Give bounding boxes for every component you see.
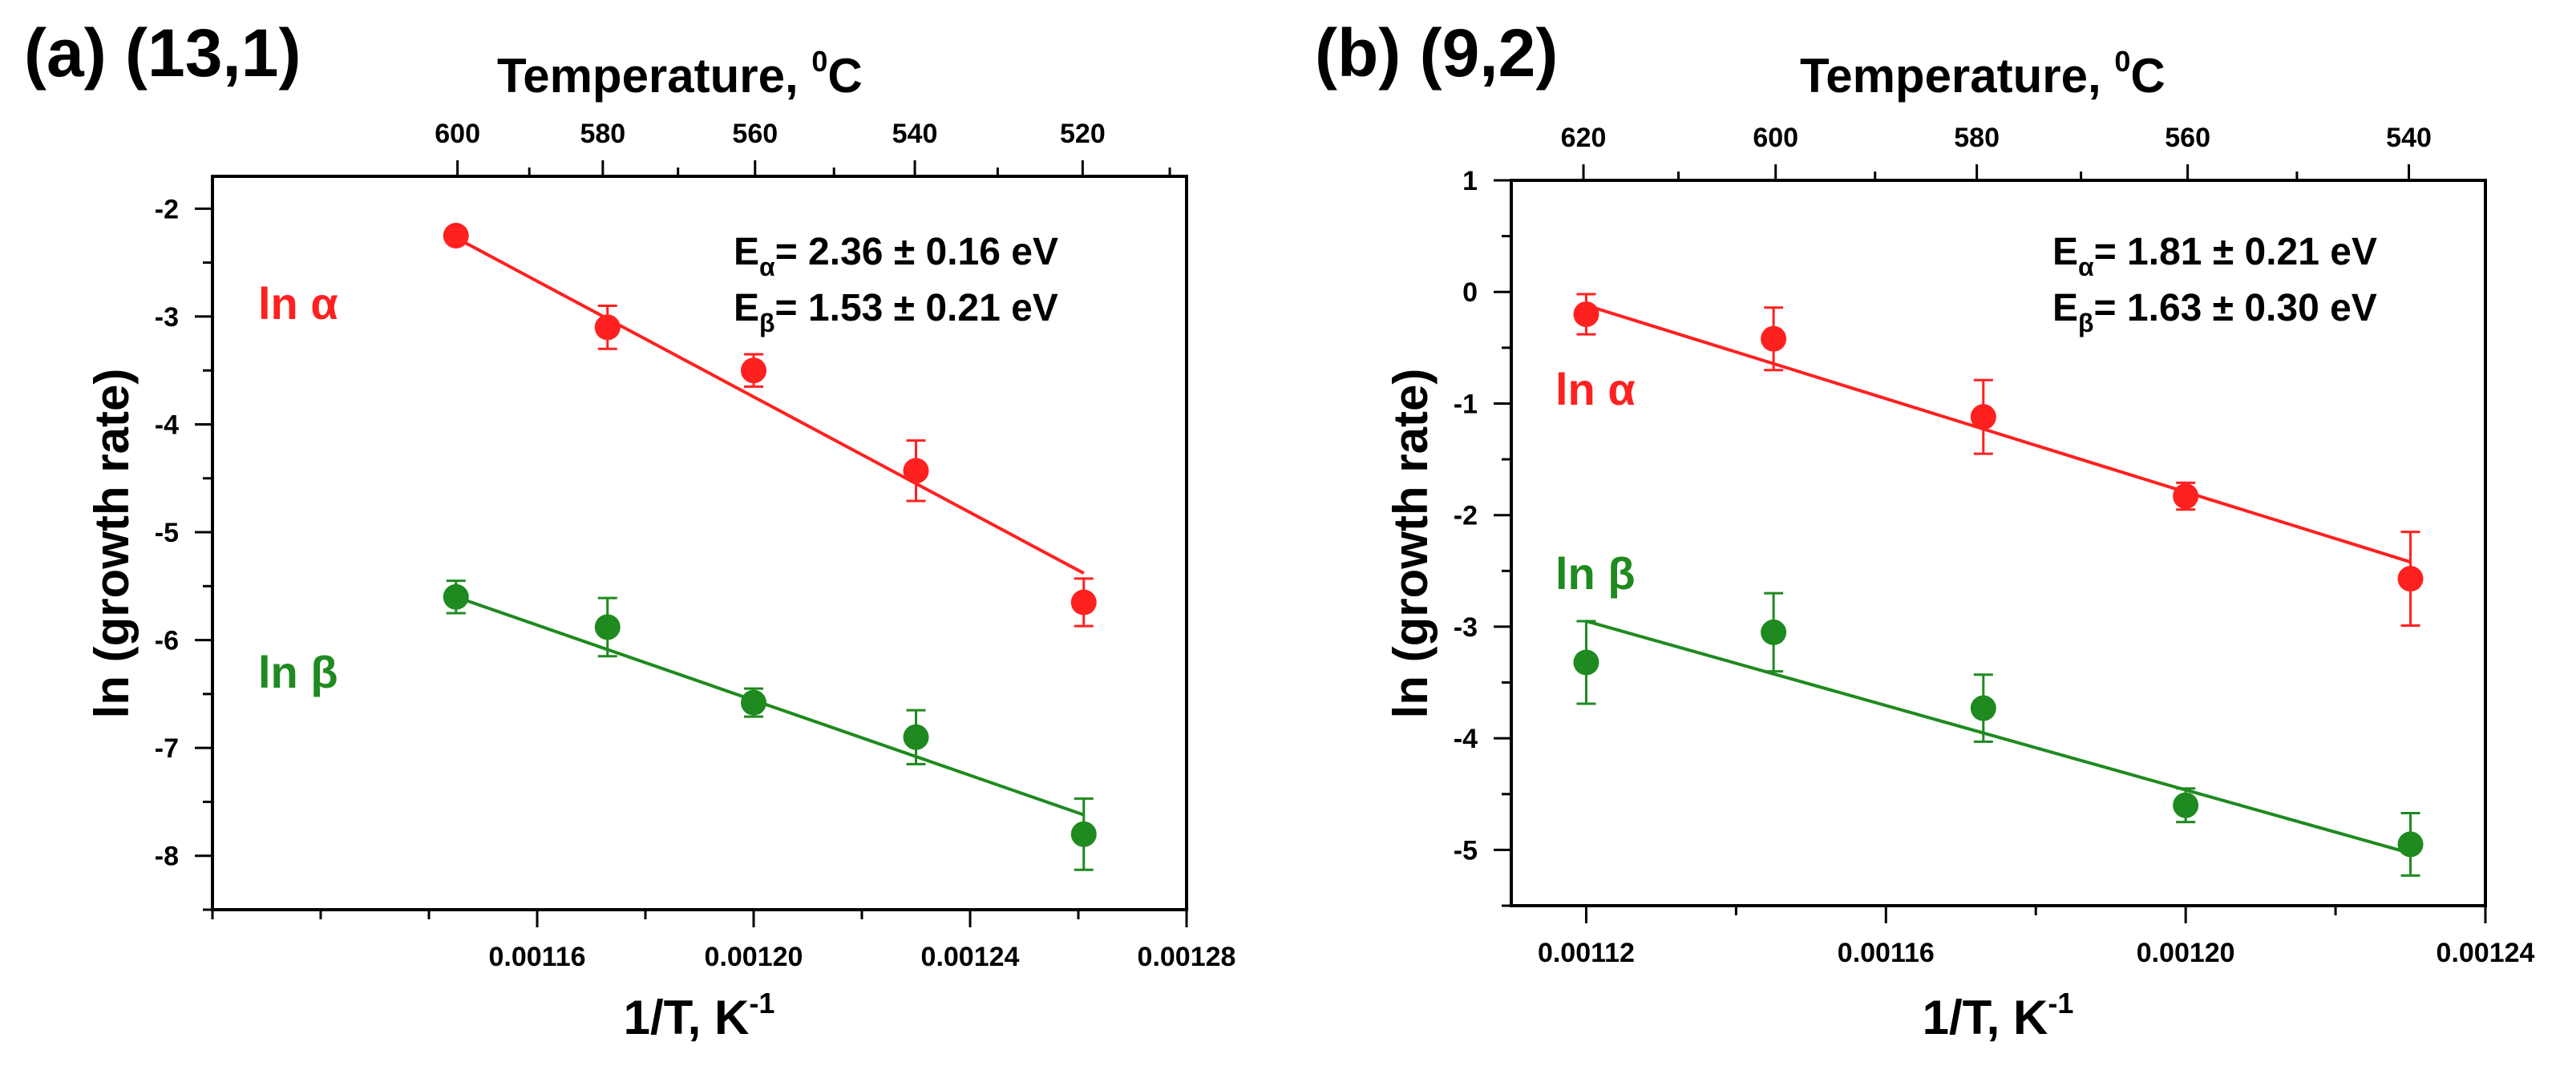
top-tick-label: 580 — [1954, 123, 2000, 153]
y-tick-label: -5 — [1454, 835, 1478, 866]
panel-a-y-axis-label: ln (growth rate) — [85, 369, 139, 719]
top-tick-label: 560 — [2165, 123, 2210, 153]
data-point-beta — [741, 689, 766, 716]
data-point-beta — [443, 583, 469, 610]
panel-b-label: (b) (9,2) — [1315, 15, 1558, 91]
data-point-alpha — [903, 458, 929, 484]
panel-b-energy-alpha: Eα= 1.81 ± 0.21 eV — [2052, 231, 2377, 281]
panel-a-top-axis-title: Temperature, 0C — [497, 45, 863, 103]
top-tick-label: 600 — [435, 119, 480, 149]
x-tick-label: 0.00120 — [2137, 938, 2235, 968]
top-tick-label: 580 — [580, 119, 625, 149]
x-tick-label: 0.00116 — [488, 942, 585, 972]
x-tick-label: 0.00124 — [2436, 938, 2535, 968]
data-point-beta — [1070, 821, 1097, 847]
data-point-alpha — [1970, 404, 1996, 430]
y-tick-label: 1 — [1462, 166, 1478, 196]
x-tick-label: 0.00116 — [1838, 938, 1935, 968]
y-tick-label: -1 — [1454, 389, 1478, 419]
data-point-alpha — [443, 223, 469, 249]
data-point-alpha — [1761, 325, 1787, 352]
panel-a-plot-frame — [211, 175, 1188, 911]
panel-a-x-ticks: 0.00116 0.00120 0.00124 0.00128 — [211, 910, 1236, 972]
y-tick-label: -8 — [155, 842, 179, 872]
x-tick-label: 0.00112 — [1538, 938, 1635, 968]
data-point-beta — [594, 614, 621, 640]
data-point-alpha — [741, 357, 766, 384]
panel-a-energy-beta: Eβ= 1.53 ± 0.21 eV — [734, 287, 1058, 337]
data-point-beta — [903, 724, 929, 750]
data-point-beta — [2397, 831, 2424, 858]
top-tick-label: 520 — [1060, 119, 1106, 149]
panel-b-fit-lines — [1585, 304, 2412, 855]
fit-line-beta — [455, 595, 1085, 817]
data-point-beta — [1761, 619, 1787, 645]
data-point-alpha — [594, 314, 621, 341]
fit-line-alpha — [1585, 304, 2412, 564]
top-tick-label: 540 — [892, 119, 938, 149]
data-point-alpha — [2173, 483, 2199, 510]
panel-b-series-label-alpha: ln α — [1555, 364, 1636, 414]
panel-a-series-label-beta: ln β — [258, 647, 338, 697]
panel-b: (b) (9,2) Temperature, 0C 620 600 580 560 54… — [1315, 15, 2535, 1044]
y-tick-label: -3 — [1454, 612, 1478, 643]
top-tick-label: 540 — [2386, 123, 2432, 153]
y-tick-label: -6 — [155, 626, 179, 656]
panel-b-y-ticks: 1 0 -1 -2 -3 -4 -5 — [1454, 166, 1511, 907]
panel-a-data-points — [443, 223, 1097, 871]
data-point-beta — [2173, 792, 2199, 818]
y-tick-label: 0 — [1462, 277, 1478, 308]
panel-a-y-ticks: -2 -3 -4 -5 -6 -7 -8 — [155, 194, 212, 911]
y-tick-label: -4 — [155, 410, 179, 440]
top-tick-label: 620 — [1561, 123, 1607, 153]
x-tick-label: 0.00128 — [1138, 942, 1236, 972]
panel-b-x-axis-label: 1/T, K-1 — [1923, 987, 2074, 1044]
panel-a-top-ticks: 600 580 560 540 520 — [435, 119, 1171, 176]
y-tick-label: -2 — [1454, 501, 1478, 531]
y-tick-label: -7 — [155, 733, 179, 764]
y-tick-label: -5 — [155, 518, 179, 548]
panel-b-y-axis-label: ln (growth rate) — [1384, 369, 1438, 719]
data-point-alpha — [1070, 589, 1097, 616]
panel-b-top-ticks: 620 600 580 560 540 — [1561, 123, 2432, 180]
panel-a-energy-alpha: Eα= 2.36 ± 0.16 eV — [734, 231, 1058, 281]
panel-a-label: (a) (13,1) — [24, 15, 301, 91]
panel-b-data-points — [1573, 293, 2424, 877]
panel-a-x-axis-label: 1/T, K-1 — [624, 987, 775, 1044]
fit-line-beta — [1585, 620, 2412, 855]
panel-a-fit-lines — [455, 236, 1085, 817]
panel-b-x-ticks: 0.00112 0.00116 0.00120 0.00124 — [1538, 906, 2535, 968]
data-point-alpha — [2397, 566, 2424, 592]
top-tick-label: 560 — [732, 119, 778, 149]
y-tick-label: -2 — [155, 194, 179, 224]
panel-b-series-label-beta: ln β — [1555, 548, 1636, 599]
data-point-beta — [1970, 695, 1996, 721]
x-tick-label: 0.00120 — [705, 942, 803, 972]
y-tick-label: -3 — [155, 302, 179, 333]
panel-b-energy-beta: Eβ= 1.63 ± 0.30 eV — [2052, 287, 2377, 337]
panel-b-top-axis-title: Temperature, 0C — [1800, 45, 2166, 103]
panel-b-plot-frame — [1510, 179, 2487, 907]
panel-a: (a) (13,1) Temperature, 0C 600 580 560 540 5… — [24, 15, 1235, 1044]
panel-a-series-label-alpha: ln α — [258, 278, 338, 329]
y-tick-label: -4 — [1454, 724, 1478, 754]
data-point-alpha — [1573, 301, 1599, 328]
x-tick-label: 0.00124 — [921, 942, 1020, 972]
data-point-beta — [1573, 649, 1599, 676]
fit-line-alpha — [455, 236, 1085, 575]
top-tick-label: 600 — [1753, 123, 1798, 153]
